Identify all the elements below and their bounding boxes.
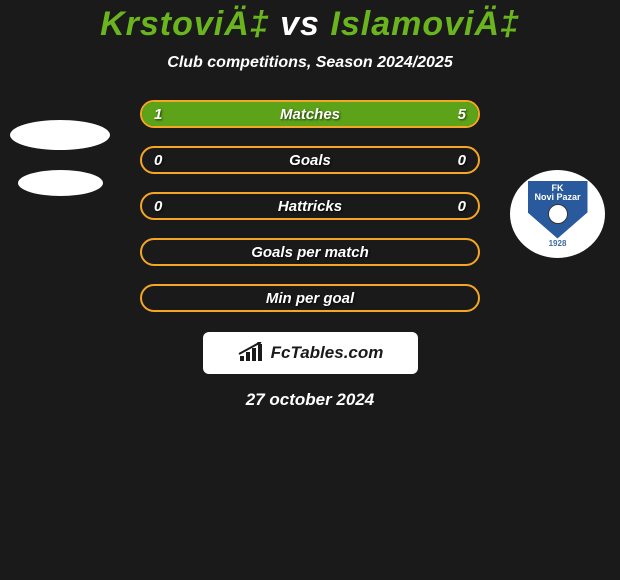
fctables-link[interactable]: FcTables.com <box>203 332 418 374</box>
stat-row-min-per-goal: Min per goal <box>140 284 480 312</box>
vs-text: vs <box>280 5 320 43</box>
stat-row-goals-per-match: Goals per match <box>140 238 480 266</box>
stat-left-value: 1 <box>154 106 162 123</box>
ball-icon <box>548 204 568 224</box>
page-title: KrstoviÄ‡ vs IslamoviÄ‡ <box>100 5 520 44</box>
bar-fill-left <box>142 102 197 126</box>
player-right-name: IslamoviÄ‡ <box>330 5 520 43</box>
stat-right-value: 0 <box>458 198 466 215</box>
stat-label: Matches <box>280 106 340 123</box>
stat-label: Goals per match <box>251 244 369 261</box>
left-badge-area <box>10 120 110 205</box>
stat-label: Min per goal <box>266 290 354 307</box>
subtitle: Club competitions, Season 2024/2025 <box>167 54 452 72</box>
stat-right-value: 5 <box>458 106 466 123</box>
snapshot-date: 27 october 2024 <box>246 390 375 410</box>
stat-row-matches: 1 Matches 5 <box>140 100 480 128</box>
right-badge-area: FK Novi Pazar 1928 <box>510 170 610 255</box>
shield-icon: FK Novi Pazar <box>528 181 588 239</box>
stat-left-value: 0 <box>154 152 162 169</box>
club-year: 1928 <box>549 239 567 248</box>
club-badge: FK Novi Pazar 1928 <box>510 170 605 258</box>
stats-bars: 1 Matches 5 0 Goals 0 0 Hattricks 0 Goal… <box>140 100 480 312</box>
comparison-container: KrstoviÄ‡ vs IslamoviÄ‡ Club competition… <box>0 0 620 580</box>
stat-left-value: 0 <box>154 198 162 215</box>
stat-row-goals: 0 Goals 0 <box>140 146 480 174</box>
stat-label: Hattricks <box>278 198 342 215</box>
stat-row-hattricks: 0 Hattricks 0 <box>140 192 480 220</box>
club-name-line2: Novi Pazar <box>534 193 580 202</box>
shadow-ellipse-icon <box>18 170 103 196</box>
stat-label: Goals <box>289 152 331 169</box>
logo-text: FcTables.com <box>271 343 384 363</box>
player-left-name: KrstoviÄ‡ <box>100 5 270 43</box>
chart-icon <box>237 342 265 364</box>
shadow-ellipse-icon <box>10 120 110 150</box>
stat-right-value: 0 <box>458 152 466 169</box>
